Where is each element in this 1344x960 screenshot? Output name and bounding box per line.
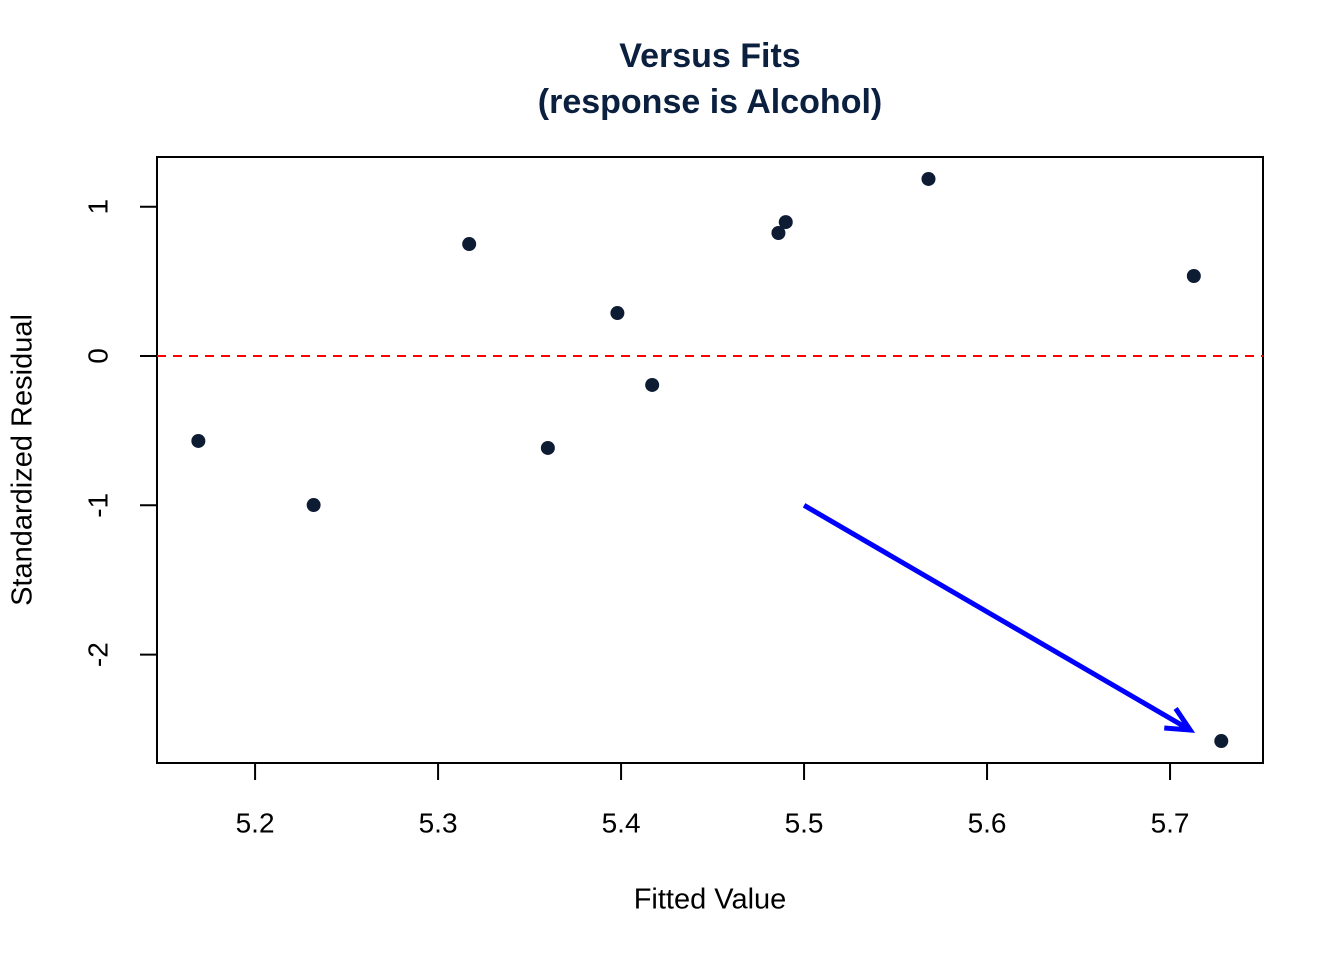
- x-tick-label: 5.5: [785, 807, 824, 838]
- point: [306, 498, 321, 513]
- point: [771, 225, 786, 240]
- x-tick-label: 5.6: [968, 807, 1007, 838]
- point: [540, 440, 555, 455]
- x-axis-label: Fitted Value: [634, 884, 787, 916]
- point: [1214, 734, 1229, 749]
- y-tick-label: -2: [82, 642, 113, 667]
- point: [462, 237, 477, 252]
- plot-frame: [156, 156, 1264, 764]
- y-axis-label: Standardized Residual: [7, 314, 39, 606]
- y-tick-label: -1: [82, 493, 113, 518]
- x-tick-label: 5.3: [419, 807, 458, 838]
- y-tick-label: 1: [82, 199, 113, 215]
- x-tick-label: 5.4: [602, 807, 641, 838]
- y-tick-label: 0: [82, 348, 113, 364]
- x-tick-label: 5.2: [236, 807, 275, 838]
- point: [921, 171, 936, 186]
- chart-subtitle: (response is Alcohol): [538, 83, 882, 121]
- arrow: [802, 503, 1196, 733]
- point: [610, 306, 625, 321]
- point: [645, 377, 660, 392]
- x-tick-label: 5.7: [1151, 807, 1190, 838]
- point: [1186, 268, 1201, 283]
- point: [778, 215, 793, 230]
- point: [191, 433, 206, 448]
- chart-title: Versus Fits: [619, 37, 800, 75]
